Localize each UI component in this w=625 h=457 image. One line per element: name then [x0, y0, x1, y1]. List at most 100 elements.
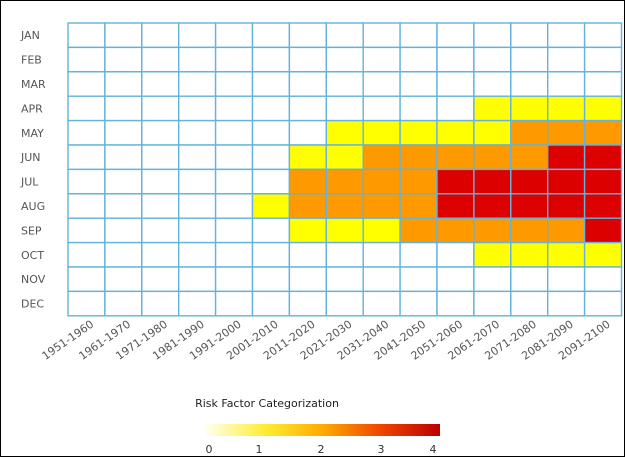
legend-title: Risk Factor Categorization	[195, 397, 339, 410]
heatmap-cell-jan-1981-1990	[177, 22, 217, 49]
heatmap-cell-feb-2011-2020	[288, 46, 327, 73]
heatmap-cell-mar-2061-2070	[473, 71, 512, 97]
heatmap-cell-jan-2061-2070	[473, 22, 512, 49]
y-tick-label: JUN	[20, 151, 41, 164]
heatmap-cell-apr-2041-2050	[399, 95, 438, 122]
heatmap-cell-sep-2051-2060	[436, 217, 475, 244]
heatmap-cell-aug-2071-2080	[510, 193, 549, 219]
heatmap-cell-jun-1961-1970	[104, 144, 143, 171]
heatmap-cell-jun-1991-2000	[214, 144, 254, 171]
heatmap-cell-dec-2061-2070	[473, 290, 512, 317]
heatmap-cell-feb-2071-2080	[510, 46, 549, 73]
heatmap-cell-sep-2031-2040	[362, 217, 401, 244]
heatmap-cell-nov-2001-2010	[251, 266, 291, 293]
heatmap-cell-aug-1991-2000	[214, 193, 254, 219]
heatmap-cell-oct-2031-2040	[362, 241, 401, 268]
heatmap-cell-nov-2011-2020	[288, 266, 327, 293]
y-tick-label: MAR	[21, 78, 46, 91]
heatmap-cell-jan-2071-2080	[510, 22, 549, 49]
heatmap-cell-dec-2031-2040	[362, 290, 401, 317]
y-tick-label: FEB	[21, 54, 42, 67]
heatmap-cell-aug-2041-2050	[399, 193, 438, 219]
heatmap-cell-jul-1971-1980	[141, 168, 180, 195]
heatmap-cell-dec-2051-2060	[436, 290, 475, 317]
heatmap-cell-may-2021-2030	[325, 119, 364, 146]
heatmap-cell-sep-1961-1970	[104, 217, 143, 244]
heatmap-cell-feb-2081-2090	[547, 46, 586, 73]
heatmap-cell-dec-1971-1980	[141, 290, 180, 317]
heatmap-cells	[67, 22, 623, 317]
heatmap-cell-dec-1951-1960	[67, 290, 106, 317]
legend-color-bar	[206, 424, 440, 436]
heatmap-cell-oct-1951-1960	[67, 241, 106, 268]
heatmap-cell-jan-2051-2060	[436, 22, 475, 49]
heatmap-cell-jul-1951-1960	[67, 168, 106, 195]
heatmap-cell-feb-1981-1990	[177, 46, 217, 73]
heatmap-cell-jan-2091-2100	[583, 22, 623, 49]
heatmap-cell-oct-1971-1980	[141, 241, 180, 268]
heatmap-cell-nov-2081-2090	[547, 266, 586, 293]
heatmap-cell-oct-2041-2050	[399, 241, 438, 268]
heatmap-cell-jan-1971-1980	[141, 22, 180, 49]
heatmap-cell-mar-2001-2010	[251, 71, 291, 97]
heatmap-cell-may-2071-2080	[510, 119, 549, 146]
heatmap-cell-oct-2001-2010	[251, 241, 291, 268]
heatmap-cell-jul-2071-2080	[510, 168, 549, 195]
heatmap-cell-jan-1961-1970	[104, 22, 143, 49]
heatmap-cell-aug-1951-1960	[67, 193, 106, 219]
heatmap-cell-dec-2011-2020	[288, 290, 327, 317]
y-axis-labels: JAN FEB MAR APR MAY JUN JUL AUG SEP OCT NOV DEC	[20, 29, 46, 310]
legend-tick-label: 2	[318, 443, 325, 456]
heatmap-cell-feb-2031-2040	[362, 46, 401, 73]
heatmap-cell-may-2041-2050	[399, 119, 438, 146]
legend-ticks: 0 1 2 3 4	[206, 443, 437, 456]
heatmap-cell-jul-2081-2090	[547, 168, 586, 195]
heatmap-cell-apr-1981-1990	[177, 95, 217, 122]
legend-tick-label: 0	[206, 443, 213, 456]
heatmap-cell-may-2061-2070	[473, 119, 512, 146]
heatmap-cell-mar-2081-2090	[547, 71, 586, 97]
heatmap-cell-dec-2041-2050	[399, 290, 438, 317]
heatmap-cell-dec-2081-2090	[547, 290, 586, 317]
heatmap-cell-oct-2081-2090	[547, 241, 586, 268]
heatmap-cell-jun-2081-2090	[547, 144, 586, 171]
y-tick-label: OCT	[21, 249, 44, 262]
heatmap-cell-dec-1981-1990	[177, 290, 217, 317]
heatmap-cell-apr-2071-2080	[510, 95, 549, 122]
heatmap-cell-sep-2071-2080	[510, 217, 549, 244]
heatmap-cell-nov-2061-2070	[473, 266, 512, 293]
heatmap-cell-mar-2091-2100	[583, 71, 623, 97]
heatmap-cell-sep-1951-1960	[67, 217, 106, 244]
heatmap-cell-may-2051-2060	[436, 119, 475, 146]
y-tick-label: JAN	[20, 29, 40, 42]
heatmap-cell-jan-2031-2040	[362, 22, 401, 49]
heatmap-cell-jun-2031-2040	[362, 144, 401, 171]
heatmap-cell-nov-2091-2100	[583, 266, 623, 293]
heatmap-cell-apr-1991-2000	[214, 95, 254, 122]
heatmap-cell-jul-1961-1970	[104, 168, 143, 195]
x-axis-labels: 1951-19601961-19701971-19801981-19901991…	[40, 318, 613, 363]
color-legend: Risk Factor Categorization 0 1 2 3 4	[195, 397, 440, 456]
heatmap-cell-nov-1961-1970	[104, 266, 143, 293]
heatmap-cell-mar-2021-2030	[325, 71, 364, 97]
heatmap-cell-oct-2021-2030	[325, 241, 364, 268]
heatmap-cell-jan-1951-1960	[67, 22, 106, 49]
heatmap-cell-mar-2051-2060	[436, 71, 475, 97]
heatmap-cell-mar-1971-1980	[141, 71, 180, 97]
heatmap-cell-jun-2041-2050	[399, 144, 438, 171]
heatmap-cell-jun-2021-2030	[325, 144, 364, 171]
heatmap-cell-mar-1951-1960	[67, 71, 106, 97]
heatmap-cell-mar-2011-2020	[288, 71, 327, 97]
heatmap-cell-oct-1981-1990	[177, 241, 217, 268]
heatmap-cell-jun-2051-2060	[436, 144, 475, 171]
heatmap-cell-jun-1971-1980	[141, 144, 180, 171]
heatmap-cell-sep-1991-2000	[214, 217, 254, 244]
heatmap-cell-may-1961-1970	[104, 119, 143, 146]
heatmap-cell-may-2031-2040	[362, 119, 401, 146]
heatmap-cell-mar-2041-2050	[399, 71, 438, 97]
heatmap-cell-apr-2081-2090	[547, 95, 586, 122]
heatmap-cell-dec-1961-1970	[104, 290, 143, 317]
heatmap-cell-aug-2031-2040	[362, 193, 401, 219]
